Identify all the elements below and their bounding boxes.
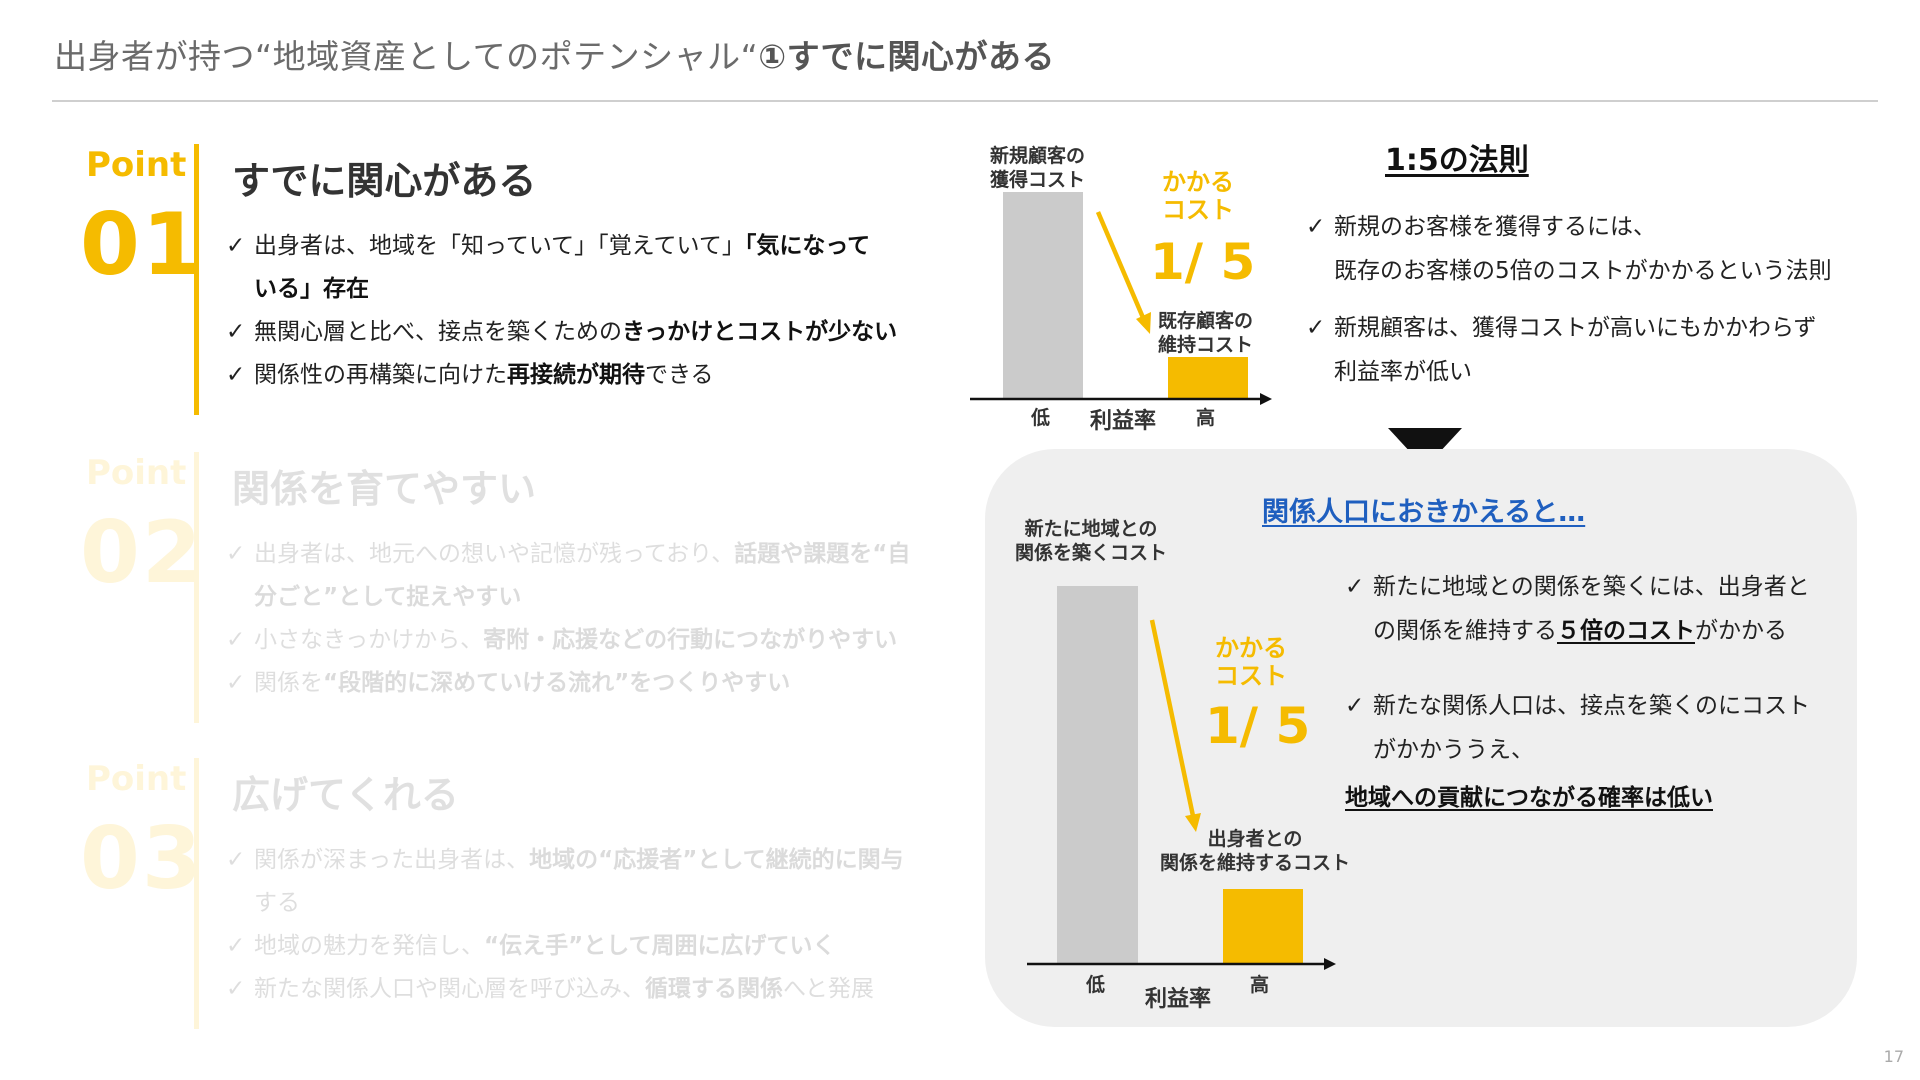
alumni-relationship-cost-label: 出身者との 関係を維持するコスト <box>1160 828 1351 874</box>
top-chart-x-axis-label: 利益率 <box>1090 409 1157 434</box>
new-relationship-cost-label: 新たに地域との 関係を築くコスト <box>1015 518 1168 564</box>
page-title-bold: ①すでに関心がある <box>758 37 1055 76</box>
top-chart-x-high: 高 <box>1196 407 1216 429</box>
point-03-bullet-2: ✓ 地域の魅力を発信し、“伝え手”として周囲に広げていく <box>226 933 836 959</box>
point-01-bullet-2: ✓ 無関心層と比べ、接点を築くためのきっかけとコストが少ない <box>226 319 898 345</box>
point-03-bar <box>194 758 199 1029</box>
panel-chart-cost-text: かかる コスト <box>1215 634 1287 690</box>
point-02-bullet-2: ✓ 小さなきっかけから、寄附・応援などの行動につながりやすい <box>226 627 898 653</box>
panel-chart-down-arrow <box>1149 619 1196 817</box>
rule-bullet-2: ✓ 新規顧客は、獲得コストが高いにもかかわらず 利益率が低い <box>1306 315 1817 385</box>
alumni-relationship-cost-bar <box>1223 889 1303 964</box>
existing-customer-cost-label: 既存顧客の 維持コスト <box>1158 310 1254 356</box>
page-title-plain: 出身者が持つ“地域資産としてのポテンシャル“ <box>54 37 759 76</box>
title-divider <box>52 100 1878 102</box>
point-03-number: 03 <box>80 809 204 909</box>
point-02-bullet-1: ✓ 出身者は、地元への想いや記憶が残っており、話題や課題を“自 分ごと”として捉え… <box>226 541 911 610</box>
point-02-heading: 関係を育てやすい <box>232 467 537 511</box>
page-title: 出身者が持つ“地域資産としてのポテンシャル“①すでに関心がある <box>54 30 1055 78</box>
point-01-bullet-1: ✓ 出身者は、地域を「知っていて」「覚えていて」「気になって いる」存在 <box>226 233 871 302</box>
top-chart-x-low: 低 <box>1031 407 1051 429</box>
new-customer-cost-bar <box>1003 192 1083 399</box>
panel-chart-down-arrowhead <box>1185 813 1201 832</box>
point-02-bullet-3: ✓ 関係を“段階的に深めていける流れ”をつくりやすい <box>226 670 791 696</box>
rule-title: 1:5の法則 <box>1385 143 1529 178</box>
panel-bullet-2: ✓ 新たな関係人口は、接点を築くのにコスト がかかううえ、 地域への貢献につながる… <box>1345 693 1810 811</box>
point-02-number: 02 <box>80 503 204 603</box>
top-chart-graphics <box>970 211 1272 405</box>
top-chart-ratio: 1/ 5 <box>1150 233 1256 291</box>
panel-chart-x-low: 低 <box>1086 974 1106 996</box>
panel-chart-x-axis-arrowhead <box>1324 958 1336 970</box>
top-chart-cost-text: かかる コスト <box>1162 168 1234 224</box>
point-01-number: 01 <box>80 195 204 295</box>
point-02-bar <box>194 452 199 723</box>
point-03-heading: 広げてくれる <box>232 773 459 817</box>
new-relationship-cost-bar <box>1057 586 1138 964</box>
panel-bullet-1: ✓ 新たに地域との関係を築くには、出身者と の関係を維持する５倍のコストがかかる <box>1345 574 1810 644</box>
point-01-bar <box>194 144 199 415</box>
existing-customer-cost-bar <box>1168 357 1248 399</box>
point-01-bullet-3: ✓ 関係性の再構築に向けた再接続が期待できる <box>226 362 714 388</box>
point-03-label: Point <box>86 759 187 799</box>
rule-bullet-1: ✓ 新規のお客様を獲得するには、 既存のお客様の5倍のコストがかかるという法則 <box>1306 214 1832 284</box>
panel-chart-graphics <box>1027 619 1336 970</box>
panel-chart-x-high: 高 <box>1250 974 1270 996</box>
panel-chart-x-axis-label: 利益率 <box>1145 987 1212 1012</box>
panel-title: 関係人口におきかえると… <box>1262 497 1586 528</box>
point-02-label: Point <box>86 453 187 493</box>
point-03-bullet-3: ✓ 新たな関係人口や関心層を呼び込み、循環する関係へと発展 <box>226 976 874 1002</box>
point-03-bullet-1: ✓ 関係が深まった出身者は、地域の“応援者”として継続的に関与 する <box>226 847 904 916</box>
new-customer-cost-label: 新規顧客の 獲得コスト <box>990 145 1086 191</box>
point-01-label: Point <box>86 145 187 185</box>
slide-number: 17 <box>1883 1047 1904 1066</box>
top-chart-x-axis-arrowhead <box>1260 393 1272 405</box>
top-chart-down-arrow <box>1095 211 1147 321</box>
point-01-heading: すでに関心がある <box>232 159 537 203</box>
top-chart-down-arrowhead <box>1136 312 1151 334</box>
panel-chart-ratio: 1/ 5 <box>1205 697 1311 755</box>
